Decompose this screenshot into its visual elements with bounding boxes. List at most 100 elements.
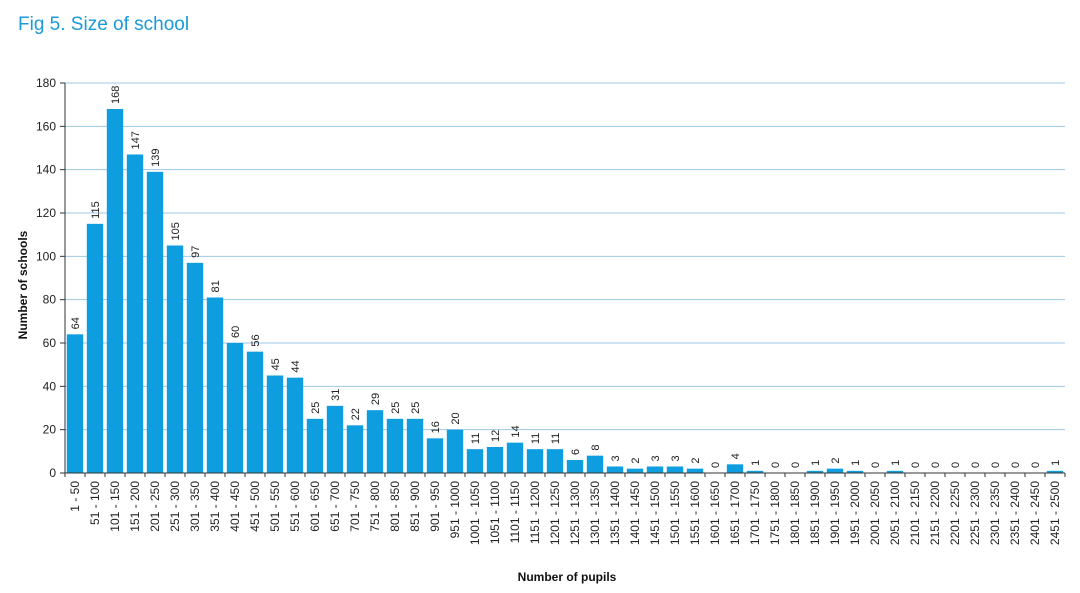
bar	[66, 334, 84, 473]
data-label: 0	[950, 462, 962, 468]
y-tick-label: 120	[36, 206, 56, 220]
data-label: 60	[230, 326, 242, 338]
bar	[226, 343, 244, 473]
y-tick-label: 20	[43, 423, 57, 437]
x-tick-label: 901 - 950	[428, 481, 442, 532]
y-tick-label: 60	[43, 336, 57, 350]
bars	[66, 109, 1064, 474]
data-label: 22	[350, 408, 362, 420]
data-label: 3	[670, 455, 682, 461]
data-label: 25	[310, 402, 322, 414]
data-label: 0	[970, 462, 982, 468]
data-label: 0	[710, 462, 722, 468]
data-label: 20	[450, 412, 462, 424]
x-tick-label: 101 - 150	[108, 481, 122, 532]
data-label: 11	[530, 433, 542, 444]
x-tick-label: 951 - 1000	[448, 481, 462, 539]
data-label: 1	[1050, 460, 1062, 466]
data-label: 56	[250, 334, 262, 346]
data-label: 1	[750, 460, 762, 466]
data-label: 0	[870, 462, 882, 468]
x-tick-label: 2451 - 2500	[1048, 481, 1062, 545]
data-label: 139	[150, 148, 162, 166]
x-tick-label: 1051 - 1100	[488, 481, 502, 544]
gridlines	[65, 82, 1065, 431]
bar	[326, 405, 344, 473]
x-tick-label: 2351 - 2400	[1008, 481, 1022, 545]
data-label: 44	[290, 360, 302, 372]
x-tick-labels: 1 - 50 51 - 100 101 - 150 151 - 200 201 - 25…	[68, 481, 1062, 545]
x-tick-label: 2151 - 2200	[928, 481, 942, 545]
x-tick-label: 701 - 750	[348, 481, 362, 532]
bar	[546, 449, 564, 473]
data-label: 105	[170, 222, 182, 240]
bar	[286, 377, 304, 473]
bar	[126, 154, 144, 473]
data-label: 12	[490, 430, 502, 442]
data-label: 8	[590, 445, 602, 451]
data-label: 1	[810, 460, 822, 466]
x-tick-label: 1951 - 2000	[848, 481, 862, 545]
bar	[806, 470, 824, 473]
bar	[366, 410, 384, 473]
bar	[346, 425, 364, 473]
bar	[666, 466, 684, 473]
x-tick-label: 201 - 250	[148, 481, 162, 532]
bar	[86, 223, 104, 473]
x-tick-label: 1001 - 1050	[468, 481, 482, 545]
x-tick-label: 1351 - 1400	[608, 481, 622, 545]
bar	[1046, 470, 1064, 473]
x-tick-label: 351 - 400	[208, 481, 222, 532]
data-label: 4	[730, 453, 742, 459]
bar	[146, 171, 164, 474]
x-tick-label: 1851 - 1900	[808, 481, 822, 545]
data-label: 168	[110, 86, 122, 104]
bar	[526, 449, 544, 473]
bar	[606, 466, 624, 473]
bar	[506, 442, 524, 473]
bar	[446, 429, 464, 473]
x-tick-label: 2401 - 2450	[1028, 481, 1042, 545]
x-tick-label: 1801 - 1850	[788, 481, 802, 545]
data-label: 0	[770, 462, 782, 468]
data-label: 64	[70, 317, 82, 329]
bar	[626, 468, 644, 473]
x-tick-label: 151 - 200	[128, 481, 142, 532]
data-label: 3	[610, 455, 622, 461]
x-tick-label: 2201 - 2250	[948, 481, 962, 545]
data-label: 45	[270, 358, 282, 370]
y-tick-labels: 0 20 40 60 80 100 120 140 160 180	[36, 76, 56, 480]
bar	[846, 470, 864, 473]
x-tick-label: 1701 - 1750	[748, 481, 762, 545]
figure-title: Fig 5. Size of school	[18, 14, 190, 35]
data-label: 14	[510, 425, 522, 437]
x-tick-label: 301 - 350	[188, 481, 202, 532]
bar	[646, 466, 664, 473]
x-tick-label: 851 - 900	[408, 481, 422, 532]
axes	[60, 82, 1066, 477]
data-label: 3	[650, 455, 662, 461]
x-tick-label: 551 - 600	[288, 481, 302, 532]
data-label: 2	[830, 458, 842, 464]
bar	[246, 351, 264, 473]
data-label: 25	[410, 402, 422, 414]
x-tick-label: 51 - 100	[88, 481, 102, 525]
x-tick-label: 1101 - 1150	[508, 481, 522, 544]
bar	[386, 418, 404, 473]
data-label: 1	[850, 460, 862, 466]
x-tick-label: 501 - 550	[268, 481, 282, 532]
x-tick-label: 2001 - 2050	[868, 481, 882, 545]
bar	[106, 109, 124, 473]
y-tick-label: 140	[36, 163, 56, 177]
x-tick-label: 751 - 800	[368, 481, 382, 532]
x-tick-label: 451 - 500	[248, 481, 262, 532]
y-tick-label: 180	[36, 76, 56, 90]
data-label: 97	[190, 246, 202, 258]
data-label: 2	[630, 458, 642, 464]
data-label: 6	[570, 449, 582, 455]
bar	[406, 418, 424, 473]
x-tick-label: 1201 - 1250	[548, 481, 562, 545]
data-label: 29	[370, 393, 382, 405]
